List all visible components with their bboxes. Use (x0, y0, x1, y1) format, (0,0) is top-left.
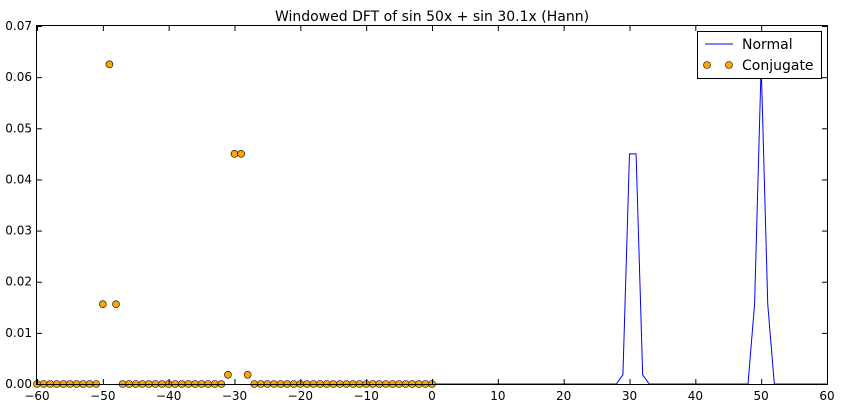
x-tick-label: −20 (288, 389, 313, 403)
x-tick-label: 50 (754, 389, 769, 403)
x-tick-label: −60 (24, 389, 49, 403)
y-tick-label: 0.02 (5, 275, 32, 289)
conjugate-point-32 (243, 370, 252, 379)
legend-normal-label: Normal (742, 37, 793, 53)
x-tick-label: 30 (622, 389, 637, 403)
conjugate-point-11 (105, 60, 114, 69)
legend-conjugate-label: Conjugate (742, 58, 814, 74)
x-tick-label: −30 (222, 389, 247, 403)
conjugate-point-10 (99, 300, 107, 309)
x-tick-label: 0 (428, 389, 436, 403)
axis-ticks: −60 −50 −40 −30 −20 −10 0 10 20 30 40 50 60 0.00 0.01 0… (5, 19, 834, 403)
legend-conjugate-marker-1 (703, 61, 711, 69)
conjugate-point-12 (112, 300, 120, 309)
plot-frame (36, 25, 828, 385)
plot-area (33, 60, 827, 388)
conjugate-point-31 (237, 150, 245, 158)
y-tick-label: 0.07 (5, 19, 32, 33)
x-tick-label: −50 (90, 389, 115, 403)
conjugate-point-29 (224, 370, 232, 379)
y-tick-label: 0.03 (5, 224, 32, 238)
y-tick-label: 0.06 (5, 70, 32, 84)
x-tick-label: 10 (490, 389, 505, 403)
x-tick-label: 40 (688, 389, 703, 403)
x-tick-label: −10 (354, 389, 379, 403)
legend-conjugate-marker-2 (725, 61, 733, 69)
y-tick-label: 0.00 (5, 377, 32, 391)
conjugate-point-30 (230, 150, 239, 158)
chart-title: Windowed DFT of sin 50x + sin 30.1x (Han… (275, 9, 589, 25)
legend-box (697, 31, 822, 79)
x-tick-label: −40 (156, 389, 181, 403)
x-tick-label: 20 (556, 389, 571, 403)
x-tick-label: 60 (819, 389, 834, 403)
legend: Normal Conjugate (697, 31, 822, 79)
series-normal-line (432, 64, 827, 385)
y-tick-label: 0.04 (5, 172, 32, 186)
y-tick-label: 0.01 (5, 326, 32, 340)
y-tick-label: 0.05 (5, 121, 32, 135)
